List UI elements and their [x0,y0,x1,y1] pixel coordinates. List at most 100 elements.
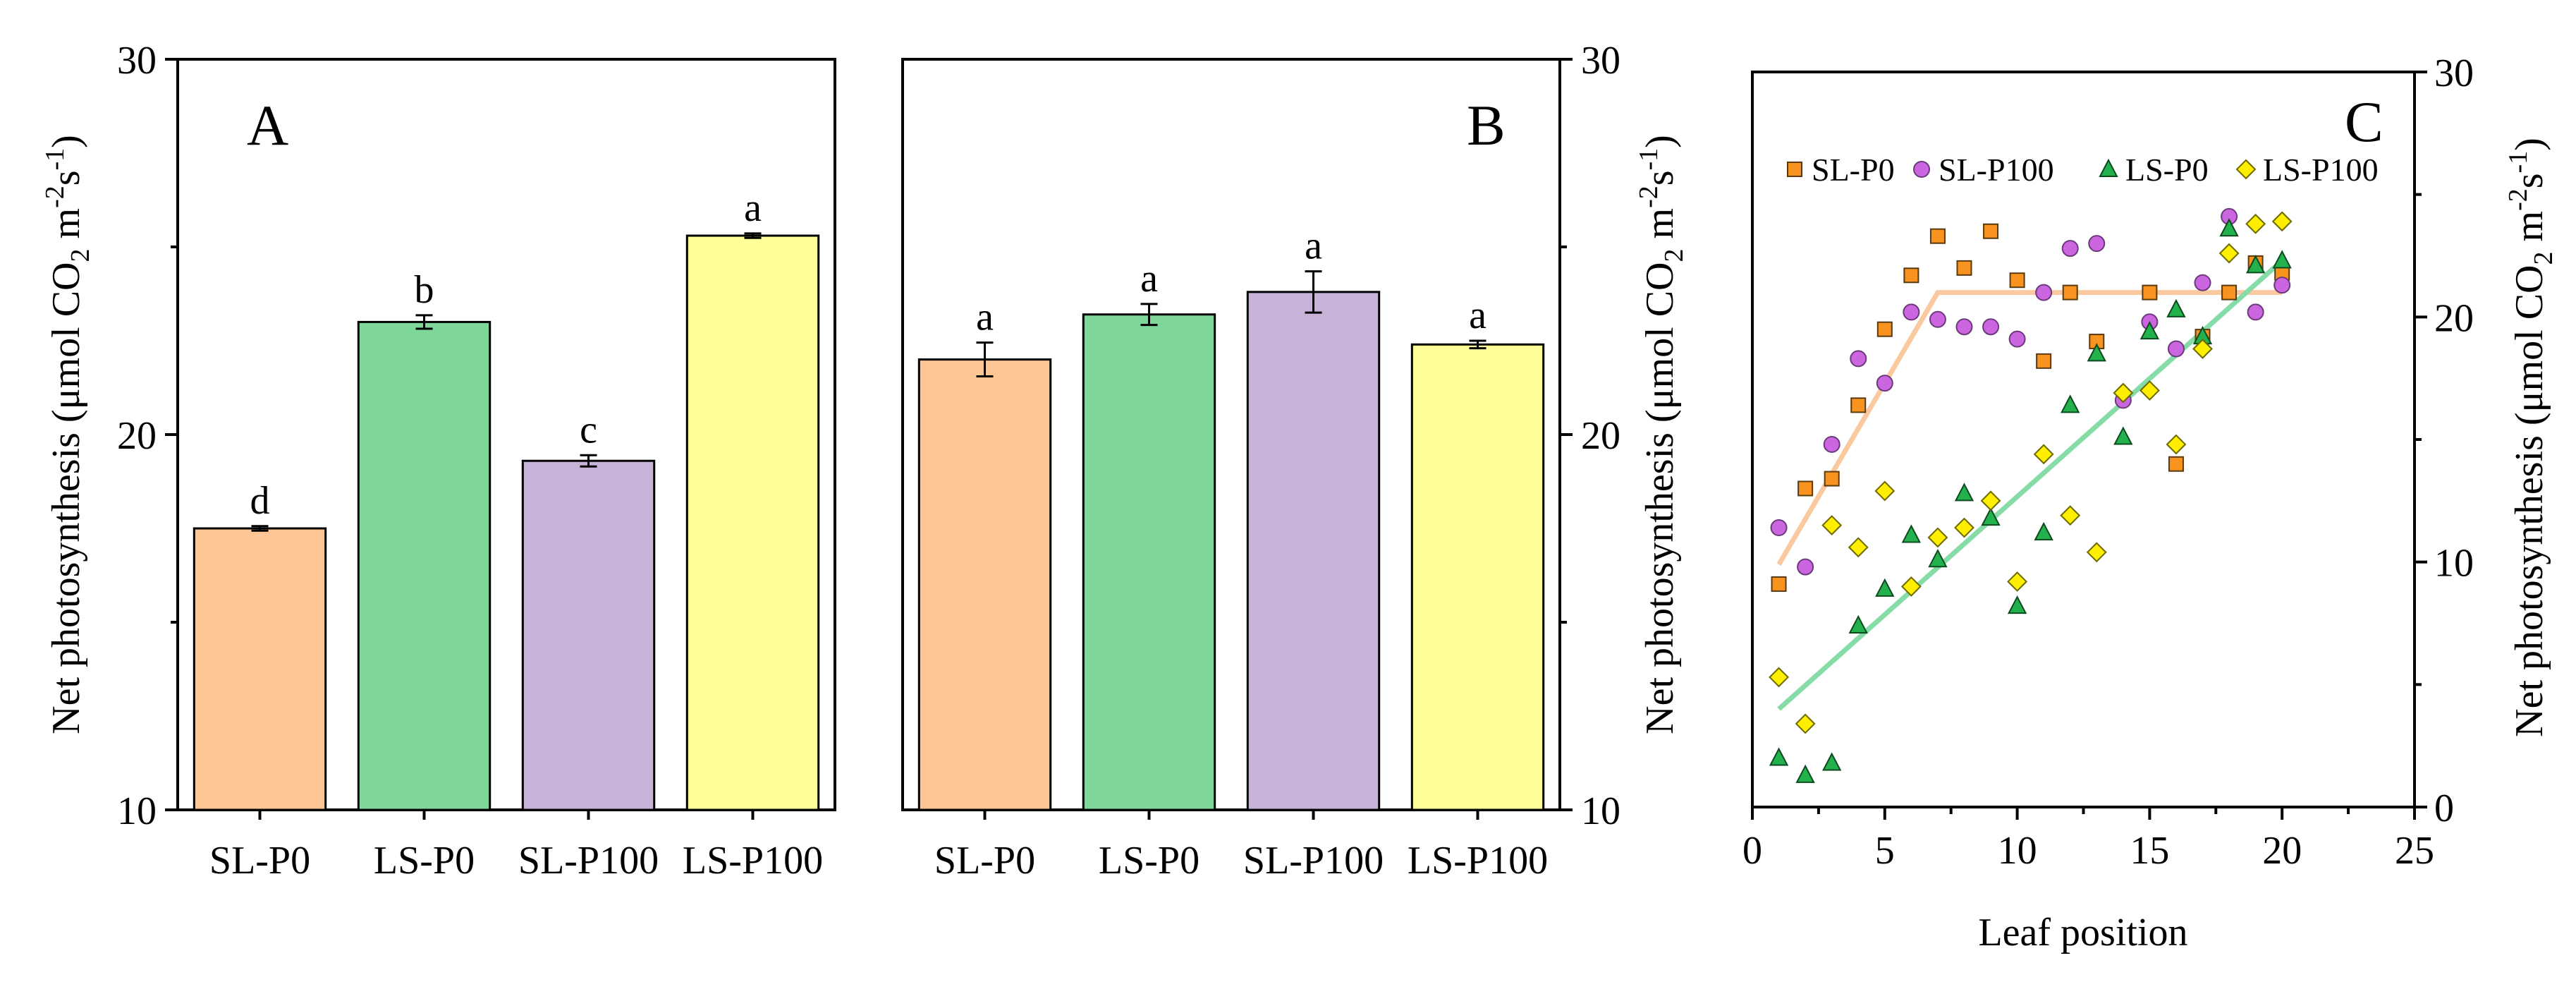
data-point [1850,397,1867,413]
legend-marker [2099,158,2118,177]
panel-b-significance-letter: a [1305,224,1322,268]
panel-b-significance-letter: a [1469,293,1487,337]
data-point [2194,274,2211,291]
panel-b-y-tick-label: 10 [1581,789,1620,833]
panel-a-significance-letter: a [744,186,762,230]
panel-a-y-tick-label: 10 [117,789,157,833]
panel-a-bar [521,459,656,811]
data-point [1848,614,1868,634]
data-point [1876,375,1893,392]
data-point [1795,764,1815,783]
data-point [1795,713,1816,734]
panel-c-y-label: Net photosynthesis (μmol CO2 m-2s-1) [2503,138,2558,737]
panel-a-bar [193,527,327,811]
panel-a-x-tick-label: SL-P100 [518,839,659,883]
data-point [1822,752,1842,771]
data-point [1824,471,1840,487]
legend-marker [1787,162,1802,177]
data-point [1929,310,1946,328]
panel-b-x-tick-label: SL-P100 [1243,839,1384,883]
data-point [1876,321,1893,337]
panel-b-x-axis: SL-P0 LS-P0 SL-P100 LS-P100 [934,810,1548,883]
panel-c-legend: SL-P0 SL-P100 LS-P0 LS-P100 [1787,152,2379,188]
panel-b-y-label: Net photosynthesis (μmol CO2 m-2s-1) [1634,135,1689,734]
panel-a-x-tick-label: LS-P100 [683,839,823,883]
data-point [1875,578,1895,597]
panel-c-points [1769,207,2293,783]
data-point [1848,537,1869,558]
data-point [2088,235,2106,253]
data-point [1929,228,1946,244]
panel-a-significance-letter: c [580,408,597,451]
data-point [1980,490,2001,511]
panel-a-bar [357,320,492,811]
data-point [1954,517,1974,538]
panel-c-fit-lines [1776,258,2284,711]
panel-a-x-tick-label: LS-P0 [374,839,475,883]
legend-marker [2235,159,2257,180]
data-point [2168,456,2184,472]
data-point [2139,380,2160,401]
panel-c-x-tick-label: 15 [2130,829,2169,873]
panel-b-bar [917,358,1052,811]
panel-b-y-tick-label: 30 [1581,39,1620,83]
panel-c-label: C [2345,90,2383,154]
data-point [1797,480,1814,497]
panel-c-x-tick-label: 0 [1742,829,1762,873]
data-point [1769,667,1789,688]
data-point [1850,350,1867,368]
panel-b-significance-letter: a [976,296,994,339]
data-point [1928,549,1948,568]
data-point [2221,284,2238,301]
panel-c-y-axis: 0 10 20 30 [2415,51,2474,830]
data-point [2166,298,2186,317]
legend-label: LS-P100 [2263,152,2379,188]
data-point [1956,260,1972,276]
data-point [1903,267,1919,284]
data-point [2192,339,2213,359]
panel-a-y-tick-label: 30 [117,39,157,83]
data-point [2272,250,2292,269]
panel-b-bars: a a a a [917,224,1545,811]
data-point [2061,240,2079,257]
data-point [1983,223,1999,239]
panel-a-bar [685,234,820,811]
panel-b-label: B [1467,93,1506,157]
data-point [1981,507,2001,526]
data-point [2245,255,2266,274]
panel-a-significance-letter: d [250,479,270,523]
data-point [1927,527,1948,548]
data-point [1797,558,1814,576]
panel-a-x-tick-label: SL-P0 [209,839,310,883]
data-point [1954,483,1974,502]
legend-label: SL-P0 [1812,152,1895,188]
data-point [2061,394,2080,413]
panel-c-x-tick-label: 5 [1875,829,1895,873]
legend-marker [1913,161,1930,178]
panel-a-y-axis: 10 20 30 [117,39,178,833]
panel-b-y-axis: 10 20 30 [1560,39,1620,833]
data-point [2218,243,2240,264]
panel-c-x-tick-label: 10 [1998,829,2037,873]
data-point [2033,444,2054,465]
panel-b-bar [1082,313,1216,811]
panel-a-significance-letter: b [415,268,434,312]
panel-b-x-tick-label: LS-P100 [1408,839,1548,883]
data-point [2271,211,2293,232]
data-point [2113,382,2134,404]
legend-label: LS-P0 [2125,152,2209,188]
panel-c-x-label: Leaf position [1978,911,2187,954]
panel-c-y-tick-label: 10 [2434,542,2474,586]
data-point [2245,213,2266,234]
panel-a-bars: d b c a [193,186,820,811]
panel-b-x-tick-label: SL-P0 [934,839,1035,883]
panel-b: B a a a a 10 20 30 SL-P0 LS-P0 SL-P100 LS-P100 N… [901,39,1689,883]
data-point [2087,343,2106,362]
data-point [2247,303,2264,321]
fit-line [1777,258,2284,711]
panel-c-x-tick-label: 25 [2395,829,2434,873]
data-point [2034,521,2053,540]
data-point [2009,272,2025,289]
data-point [2166,434,2187,455]
data-point [2036,353,2052,369]
